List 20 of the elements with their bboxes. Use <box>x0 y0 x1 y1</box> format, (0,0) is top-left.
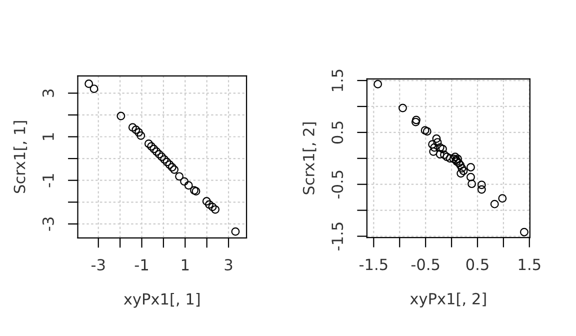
x-tick-label: 1.5 <box>518 258 540 270</box>
x-tick-label: -1 <box>134 259 148 270</box>
x-tick-label: -3 <box>92 258 105 271</box>
y-tick-label: 1 <box>42 133 54 140</box>
y-tick-label: 0.5 <box>332 122 344 144</box>
y-tick-label: -3 <box>42 218 54 231</box>
x-tick-label: -1.5 <box>360 258 388 270</box>
x-tick-label: -0.5 <box>411 258 440 270</box>
x-axis-title: xyPx1[, 1] <box>124 292 200 308</box>
y-axis-title: Scrx1[, 2] <box>302 122 316 194</box>
x-axis-title: xyPx1[, 2] <box>410 292 486 308</box>
y-tick-label: -0.5 <box>332 170 344 198</box>
y-tick-label: -1.5 <box>332 222 344 250</box>
x-tick-label: 3 <box>224 258 232 271</box>
x-tick-label: 1 <box>182 259 189 270</box>
y-tick-label: 1.5 <box>332 70 344 91</box>
y-tick-label: -1 <box>42 174 54 188</box>
y-axis-title: Scrx1[, 1] <box>13 121 28 193</box>
x-tick-label: 0.5 <box>466 258 488 270</box>
y-tick-label: 3 <box>42 90 54 97</box>
